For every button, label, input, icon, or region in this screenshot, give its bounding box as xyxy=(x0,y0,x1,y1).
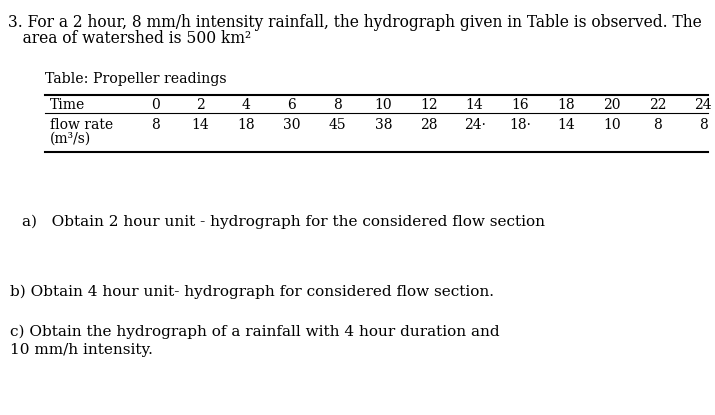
Text: 18: 18 xyxy=(557,98,575,112)
Text: Time: Time xyxy=(50,98,85,112)
Text: 2: 2 xyxy=(197,98,205,112)
Text: 10: 10 xyxy=(375,98,392,112)
Text: 8: 8 xyxy=(699,118,707,132)
Text: 24: 24 xyxy=(694,98,712,112)
Text: 4: 4 xyxy=(242,98,251,112)
Text: (m³/s): (m³/s) xyxy=(50,132,92,146)
Text: 8: 8 xyxy=(151,118,159,132)
Text: 18: 18 xyxy=(237,118,255,132)
Text: Table: Propeller readings: Table: Propeller readings xyxy=(45,72,227,86)
Text: area of watershed is 500 km²: area of watershed is 500 km² xyxy=(8,30,251,47)
Text: flow rate: flow rate xyxy=(50,118,113,132)
Text: 8: 8 xyxy=(333,98,342,112)
Text: 24·: 24· xyxy=(463,118,485,132)
Text: 14: 14 xyxy=(557,118,575,132)
Text: 6: 6 xyxy=(287,98,297,112)
Text: 10 mm/h intensity.: 10 mm/h intensity. xyxy=(10,343,153,357)
Text: 18·: 18· xyxy=(509,118,531,132)
Text: 8: 8 xyxy=(653,118,661,132)
Text: 14: 14 xyxy=(465,98,483,112)
Text: 14: 14 xyxy=(192,118,209,132)
Text: 12: 12 xyxy=(420,98,438,112)
Text: a)   Obtain 2 hour unit - hydrograph for the considered flow section: a) Obtain 2 hour unit - hydrograph for t… xyxy=(22,215,545,229)
Text: 3. For a 2 hour, 8 mm/h intensity rainfall, the hydrograph given in Table is obs: 3. For a 2 hour, 8 mm/h intensity rainfa… xyxy=(8,14,701,31)
Text: 38: 38 xyxy=(375,118,392,132)
Text: 0: 0 xyxy=(151,98,159,112)
Text: 16: 16 xyxy=(511,98,529,112)
Text: 30: 30 xyxy=(283,118,301,132)
Text: b) Obtain 4 hour unit- hydrograph for considered flow section.: b) Obtain 4 hour unit- hydrograph for co… xyxy=(10,285,494,299)
Text: c) Obtain the hydrograph of a rainfall with 4 hour duration and: c) Obtain the hydrograph of a rainfall w… xyxy=(10,325,500,339)
Text: 22: 22 xyxy=(649,98,666,112)
Text: 28: 28 xyxy=(420,118,438,132)
Text: 10: 10 xyxy=(603,118,621,132)
Text: 20: 20 xyxy=(603,98,621,112)
Text: 45: 45 xyxy=(329,118,347,132)
